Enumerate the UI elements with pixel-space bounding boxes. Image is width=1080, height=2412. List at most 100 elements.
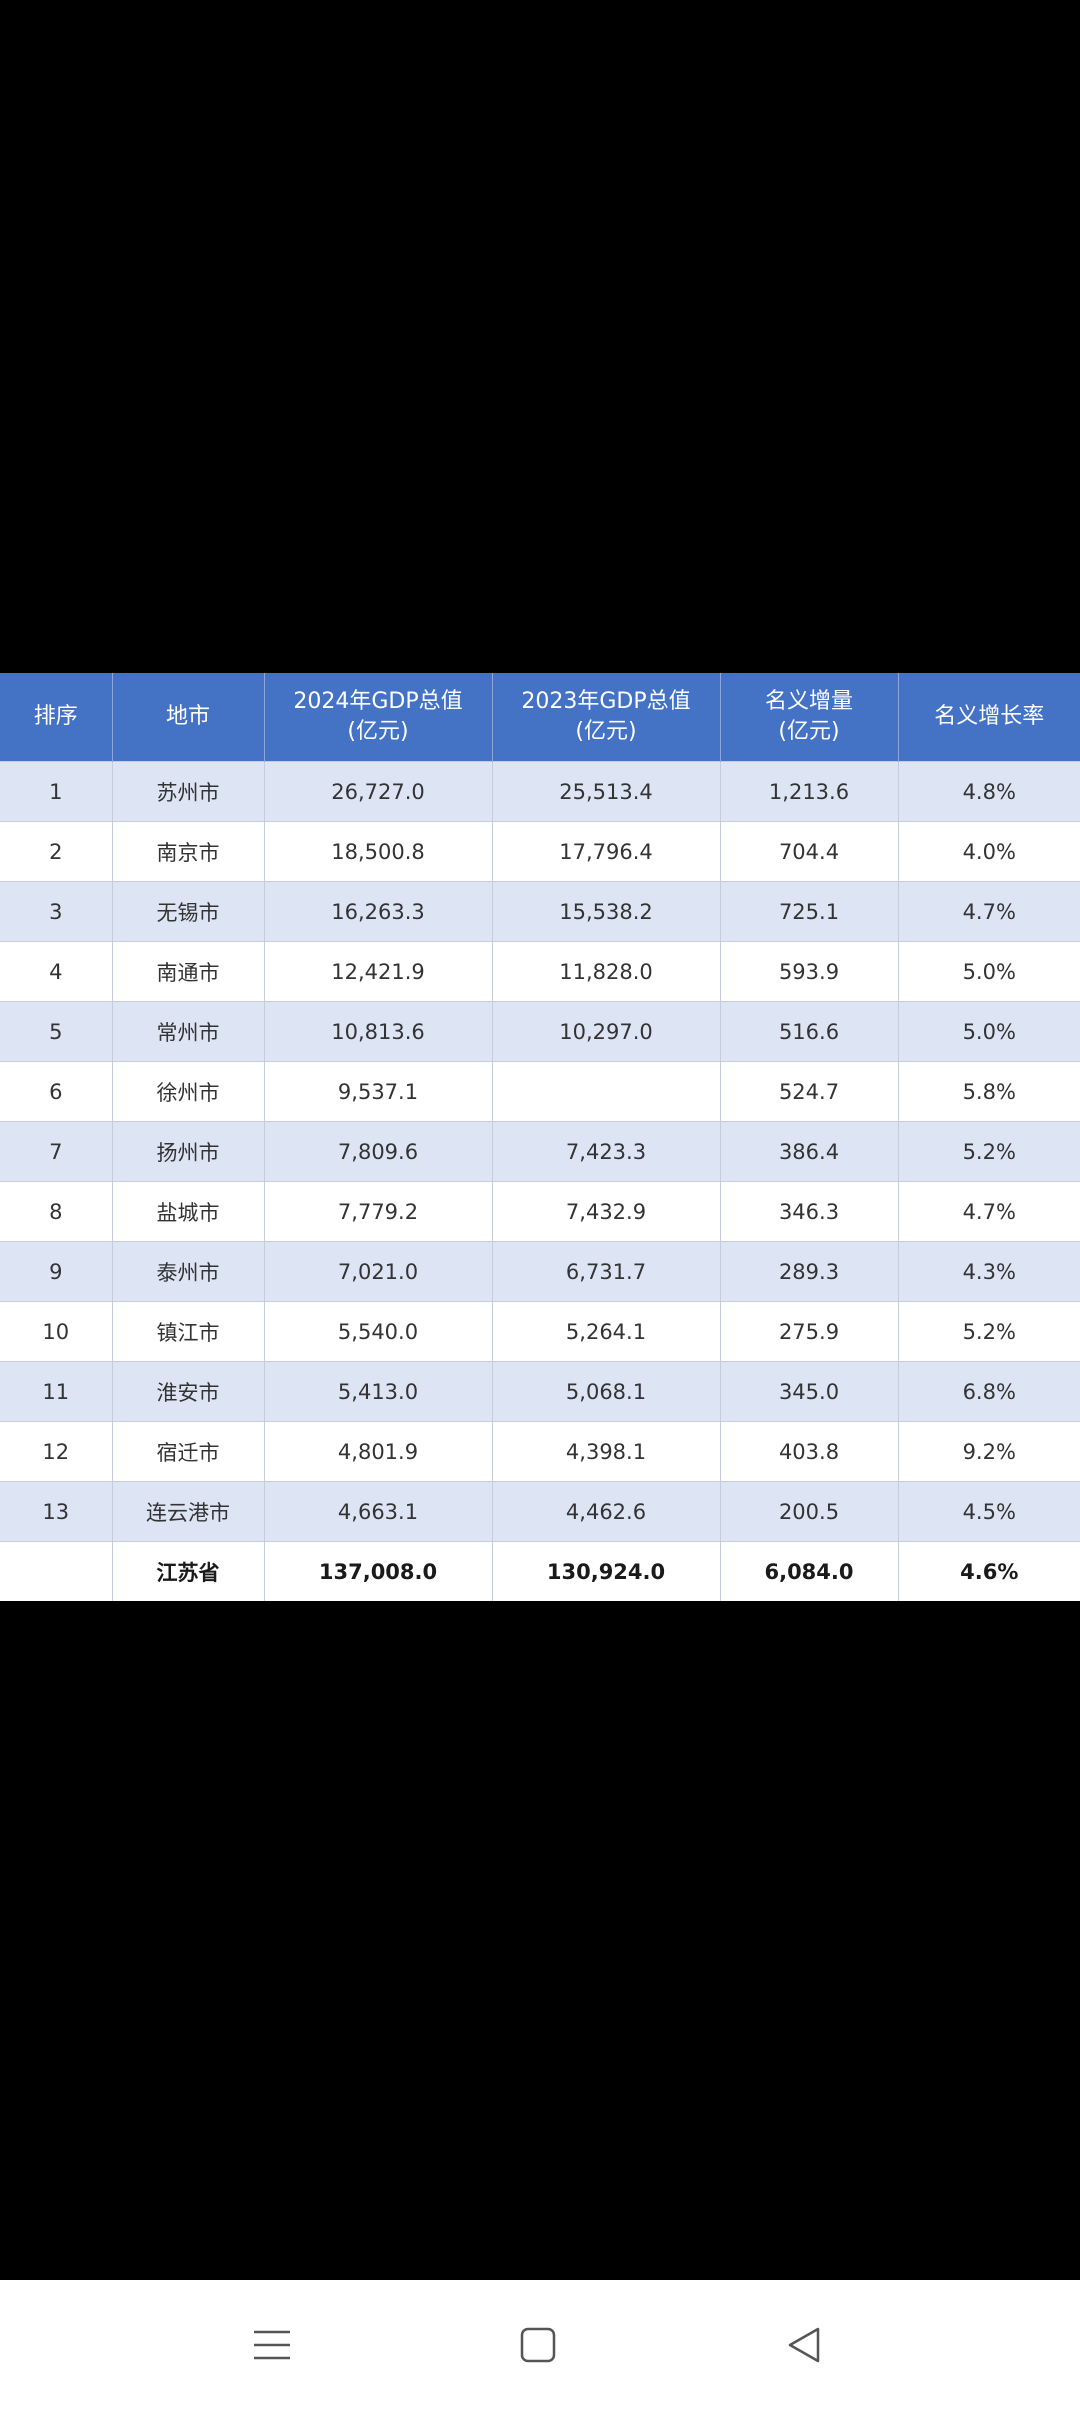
gdp-table-image: 排序 地市 2024年GDP总值 (亿元) 2023年GDP总值 (亿元) 名义增量 (亿元)…: [0, 673, 1080, 1601]
city-cell: 南京市: [112, 821, 265, 882]
header-rank: 排序: [0, 673, 113, 762]
city-cell: 镇江市: [112, 1301, 265, 1362]
rank-cell: 4: [0, 941, 113, 1002]
back-triangle-icon: [788, 2327, 820, 2363]
table-row: 2 南京市 18,500.8 17,796.4 704.4 4.0%: [0, 821, 1080, 882]
rate-cell: 6.8%: [898, 1361, 1080, 1422]
header-unit: (亿元): [575, 719, 637, 744]
total-rank-cell: [0, 1541, 113, 1601]
gdp-2023-cell: 11,828.0: [492, 941, 721, 1002]
rank-cell: 7: [0, 1121, 113, 1182]
gdp-2023-cell: 17,796.4: [492, 821, 721, 882]
gdp-2024-cell: 10,813.6: [264, 1001, 493, 1062]
increase-cell: 1,213.6: [720, 761, 899, 822]
gdp-2023-cell: 25,513.4: [492, 761, 721, 822]
header-label: 名义增长率: [934, 704, 1045, 729]
header-unit: (亿元): [347, 719, 409, 744]
rate-cell: 4.0%: [898, 821, 1080, 882]
increase-cell: 289.3: [720, 1241, 899, 1302]
table-row: 3 无锡市 16,263.3 15,538.2 725.1 4.7%: [0, 881, 1080, 942]
rate-cell: 4.3%: [898, 1241, 1080, 1302]
table-row: 8 盐城市 7,779.2 7,432.9 346.3 4.7%: [0, 1181, 1080, 1242]
table-row: 6 徐州市 9,537.1 524.7 5.8%: [0, 1061, 1080, 1122]
rank-cell: 9: [0, 1241, 113, 1302]
city-cell: 扬州市: [112, 1121, 265, 1182]
rate-cell: 9.2%: [898, 1421, 1080, 1482]
gdp-2023-cell: 7,423.3: [492, 1121, 721, 1182]
table-row: 1 苏州市 26,727.0 25,513.4 1,213.6 4.8%: [0, 761, 1080, 822]
menu-icon: [254, 2330, 290, 2360]
rank-cell: 10: [0, 1301, 113, 1362]
increase-cell: 516.6: [720, 1001, 899, 1062]
rate-cell: 5.0%: [898, 1001, 1080, 1062]
city-cell: 宿迁市: [112, 1421, 265, 1482]
gdp-2023-cell: 15,538.2: [492, 881, 721, 942]
gdp-2024-cell: 26,727.0: [264, 761, 493, 822]
gdp-2024-cell: 9,537.1: [264, 1061, 493, 1122]
city-cell: 泰州市: [112, 1241, 265, 1302]
rate-cell: 5.0%: [898, 941, 1080, 1002]
table-row: 4 南通市 12,421.9 11,828.0 593.9 5.0%: [0, 941, 1080, 1002]
rate-cell: 4.7%: [898, 881, 1080, 942]
gdp-2023-cell: [492, 1061, 721, 1122]
gdp-2024-cell: 5,413.0: [264, 1361, 493, 1422]
rank-cell: 1: [0, 761, 113, 822]
gdp-2023-cell: 5,264.1: [492, 1301, 721, 1362]
header-unit: (亿元): [778, 719, 840, 744]
table-row: 5 常州市 10,813.6 10,297.0 516.6 5.0%: [0, 1001, 1080, 1062]
table-body: 1 苏州市 26,727.0 25,513.4 1,213.6 4.8% 2 南京市 18,50…: [0, 761, 1080, 1601]
table-row: 9 泰州市 7,021.0 6,731.7 289.3 4.3%: [0, 1241, 1080, 1302]
header-label: 2024年GDP总值: [293, 689, 463, 714]
header-nominal-growth-rate: 名义增长率: [898, 673, 1080, 762]
total-gdp-2024-cell: 137,008.0: [264, 1541, 493, 1601]
gdp-2024-cell: 4,801.9: [264, 1421, 493, 1482]
rate-cell: 4.7%: [898, 1181, 1080, 1242]
city-cell: 无锡市: [112, 881, 265, 942]
header-label: 排序: [33, 704, 78, 729]
system-navigation-bar: [0, 2280, 1080, 2412]
gdp-2024-cell: 7,021.0: [264, 1241, 493, 1302]
rate-cell: 4.8%: [898, 761, 1080, 822]
gdp-2023-cell: 5,068.1: [492, 1361, 721, 1422]
increase-cell: 275.9: [720, 1301, 899, 1362]
increase-cell: 345.0: [720, 1361, 899, 1422]
city-cell: 淮安市: [112, 1361, 265, 1422]
header-label: 名义增量: [764, 689, 853, 714]
table-row: 12 宿迁市 4,801.9 4,398.1 403.8 9.2%: [0, 1421, 1080, 1482]
home-button[interactable]: [498, 2310, 578, 2380]
gdp-2024-cell: 7,779.2: [264, 1181, 493, 1242]
header-nominal-increase: 名义增量 (亿元): [720, 673, 899, 762]
gdp-2023-cell: 7,432.9: [492, 1181, 721, 1242]
rank-cell: 13: [0, 1481, 113, 1542]
rate-cell: 5.2%: [898, 1301, 1080, 1362]
gdp-2024-cell: 5,540.0: [264, 1301, 493, 1362]
increase-cell: 200.5: [720, 1481, 899, 1542]
increase-cell: 725.1: [720, 881, 899, 942]
total-city-cell: 江苏省: [112, 1541, 265, 1601]
rank-cell: 5: [0, 1001, 113, 1062]
home-square-icon: [520, 2327, 556, 2363]
city-cell: 南通市: [112, 941, 265, 1002]
gdp-2023-cell: 4,462.6: [492, 1481, 721, 1542]
total-gdp-2023-cell: 130,924.0: [492, 1541, 721, 1601]
city-cell: 连云港市: [112, 1481, 265, 1542]
gdp-2024-cell: 12,421.9: [264, 941, 493, 1002]
increase-cell: 593.9: [720, 941, 899, 1002]
header-gdp-2023: 2023年GDP总值 (亿元): [492, 673, 721, 762]
header-city: 地市: [112, 673, 265, 762]
header-label: 2023年GDP总值: [521, 689, 691, 714]
header-label: 地市: [165, 704, 210, 729]
recent-apps-button[interactable]: [232, 2310, 312, 2380]
rank-cell: 3: [0, 881, 113, 942]
increase-cell: 346.3: [720, 1181, 899, 1242]
table-row: 10 镇江市 5,540.0 5,264.1 275.9 5.2%: [0, 1301, 1080, 1362]
increase-cell: 403.8: [720, 1421, 899, 1482]
rate-cell: 4.5%: [898, 1481, 1080, 1542]
rank-cell: 6: [0, 1061, 113, 1122]
increase-cell: 704.4: [720, 821, 899, 882]
city-cell: 常州市: [112, 1001, 265, 1062]
table-row: 11 淮安市 5,413.0 5,068.1 345.0 6.8%: [0, 1361, 1080, 1422]
back-button[interactable]: [764, 2310, 844, 2380]
table-header-row: 排序 地市 2024年GDP总值 (亿元) 2023年GDP总值 (亿元) 名义增量 (亿元)…: [0, 673, 1080, 762]
